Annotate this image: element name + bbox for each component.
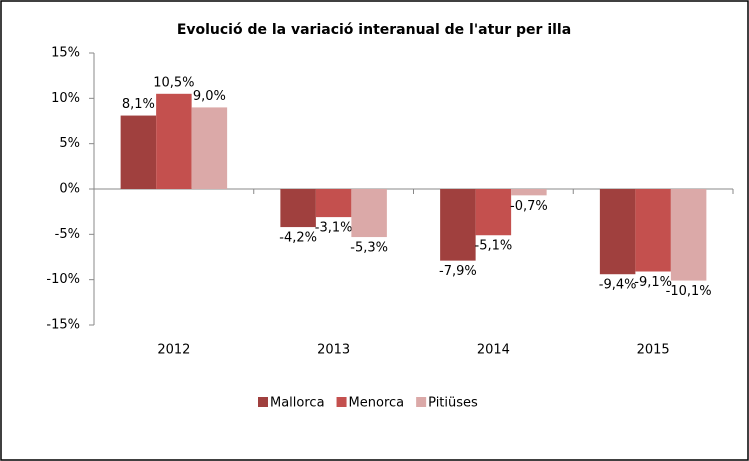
y-tick-label: -10% bbox=[46, 272, 80, 287]
data-label: -9,4% bbox=[599, 278, 637, 293]
data-label: -3,1% bbox=[315, 221, 353, 236]
y-tick-label: -15% bbox=[46, 318, 80, 333]
data-label: -10,1% bbox=[666, 284, 712, 299]
chart-title: Evolució de la variació interanual de l'… bbox=[177, 22, 571, 38]
y-tick-label: 5% bbox=[59, 136, 80, 151]
x-tick-label: 2014 bbox=[477, 343, 510, 358]
bar bbox=[599, 189, 636, 275]
data-label: -7,9% bbox=[439, 264, 477, 279]
bar bbox=[120, 115, 157, 189]
x-tick-label: 2015 bbox=[637, 343, 670, 358]
data-label: -4,2% bbox=[279, 231, 317, 246]
data-label: 9,0% bbox=[193, 89, 226, 104]
bar bbox=[670, 189, 707, 281]
x-tick-label: 2013 bbox=[317, 343, 350, 358]
bar bbox=[156, 93, 192, 189]
bar bbox=[635, 189, 671, 272]
y-tick-label: 0% bbox=[59, 182, 80, 197]
legend-swatch bbox=[336, 397, 347, 407]
data-label: -5,3% bbox=[350, 241, 388, 256]
bar bbox=[511, 189, 547, 196]
bar bbox=[191, 107, 228, 189]
data-label: 10,5% bbox=[153, 75, 194, 90]
legend-label: Menorca bbox=[349, 396, 405, 411]
bar bbox=[440, 189, 476, 261]
legend-label: Mallorca bbox=[270, 396, 325, 411]
legend-swatch bbox=[258, 397, 268, 407]
x-tick-label: 2012 bbox=[157, 343, 190, 358]
data-label: -5,1% bbox=[475, 239, 513, 254]
y-tick-label: -5% bbox=[55, 227, 80, 242]
bar bbox=[280, 189, 316, 228]
legend-swatch bbox=[416, 397, 427, 407]
bar bbox=[351, 189, 387, 238]
bar bbox=[315, 189, 352, 218]
data-label: -0,7% bbox=[510, 199, 548, 214]
data-label: -9,1% bbox=[634, 275, 672, 290]
y-tick-label: 15% bbox=[51, 46, 80, 61]
legend-label: Pitiüses bbox=[428, 396, 478, 411]
y-tick-label: 10% bbox=[51, 91, 80, 106]
data-label: 8,1% bbox=[122, 97, 155, 112]
bar bbox=[475, 189, 512, 236]
